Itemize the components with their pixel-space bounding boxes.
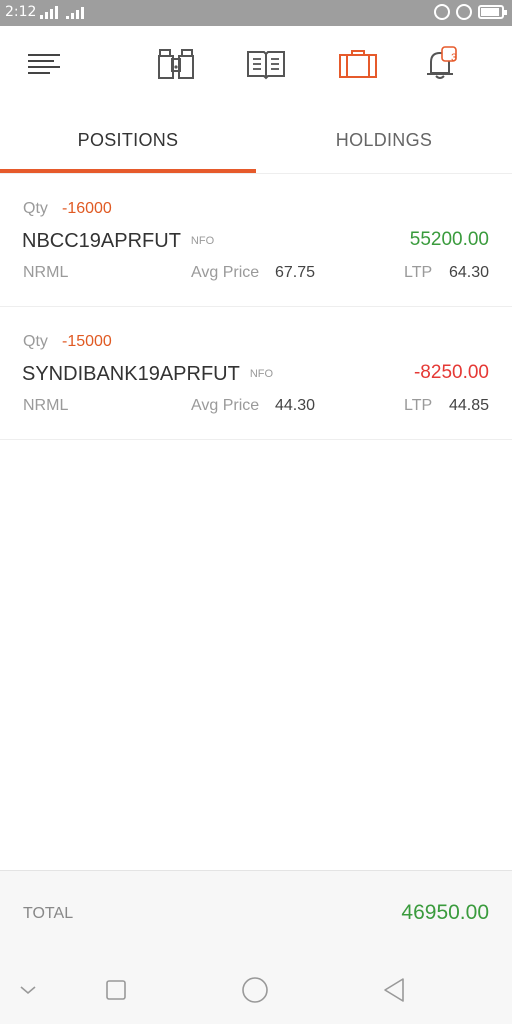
tab-holdings[interactable]: HOLDINGS [256, 106, 512, 174]
binoculars-icon[interactable] [154, 44, 198, 84]
back-triangle-icon[interactable] [378, 974, 410, 1006]
qty-label: Qty [23, 333, 48, 350]
pnl-value: -8250.00 [413, 362, 489, 383]
status-bar: 2:12 [0, 0, 512, 26]
tab-positions-label: POSITIONS [77, 129, 179, 150]
trading-symbol: SYNDIBANK19APRFUT [22, 363, 240, 385]
symbol-line: SYNDIBANK19APRFUT NFO [22, 363, 273, 386]
avg-price-label: Avg Price [191, 264, 260, 281]
exchange-tag: NFO [190, 235, 215, 247]
lock-rotation-icon [434, 4, 450, 20]
bell-icon[interactable]: 3 [420, 44, 464, 84]
tab-bar: POSITIONS HOLDINGS [0, 106, 512, 174]
signal-icon [40, 5, 84, 19]
chevron-down-icon[interactable] [12, 974, 44, 1006]
tab-positions[interactable]: POSITIONS [0, 106, 256, 174]
qty-value: -16000 [62, 200, 112, 217]
qty-value: -15000 [62, 333, 112, 350]
position-row[interactable]: Qty -15000 SYNDIBANK19APRFUT NFO -8250.00… [0, 307, 512, 440]
avg-price-value: 67.75 [275, 264, 316, 281]
position-row[interactable]: Qty -16000 NBCC19APRFUT NFO 55200.00 NRML… [0, 174, 512, 307]
briefcase-icon[interactable] [336, 44, 380, 84]
avg-price-label: Avg Price [191, 397, 260, 414]
system-nav-bar [0, 956, 512, 1024]
menu-icon[interactable] [22, 44, 66, 84]
avg-price-value: 44.30 [275, 397, 316, 414]
total-value: 46950.00 [401, 901, 489, 924]
tab-holdings-label: HOLDINGS [335, 129, 433, 150]
total-label: TOTAL [23, 905, 74, 922]
pnl-value: 55200.00 [409, 229, 489, 250]
ltp-label: LTP [404, 264, 433, 281]
alarm-icon [456, 4, 472, 20]
top-toolbar: 3 [0, 26, 512, 106]
product-type: NRML [23, 264, 69, 281]
ltp-value: 44.85 [448, 397, 489, 414]
home-circle-icon[interactable] [239, 974, 271, 1006]
qty-label: Qty [23, 200, 48, 217]
ltp-label: LTP [404, 397, 433, 414]
notification-count-badge: 3 [450, 52, 458, 64]
total-bar: TOTAL 46950.00 [0, 870, 512, 956]
status-time: 2:12 [5, 4, 37, 20]
recents-square-icon[interactable] [100, 974, 132, 1006]
book-icon[interactable] [244, 44, 288, 84]
ltp-value: 64.30 [448, 264, 489, 281]
trading-symbol: NBCC19APRFUT [22, 230, 181, 252]
exchange-tag: NFO [249, 368, 274, 380]
product-type: NRML [23, 397, 69, 414]
battery-icon [478, 5, 507, 19]
symbol-line: NBCC19APRFUT NFO [22, 230, 214, 253]
active-tab-indicator [0, 169, 256, 173]
